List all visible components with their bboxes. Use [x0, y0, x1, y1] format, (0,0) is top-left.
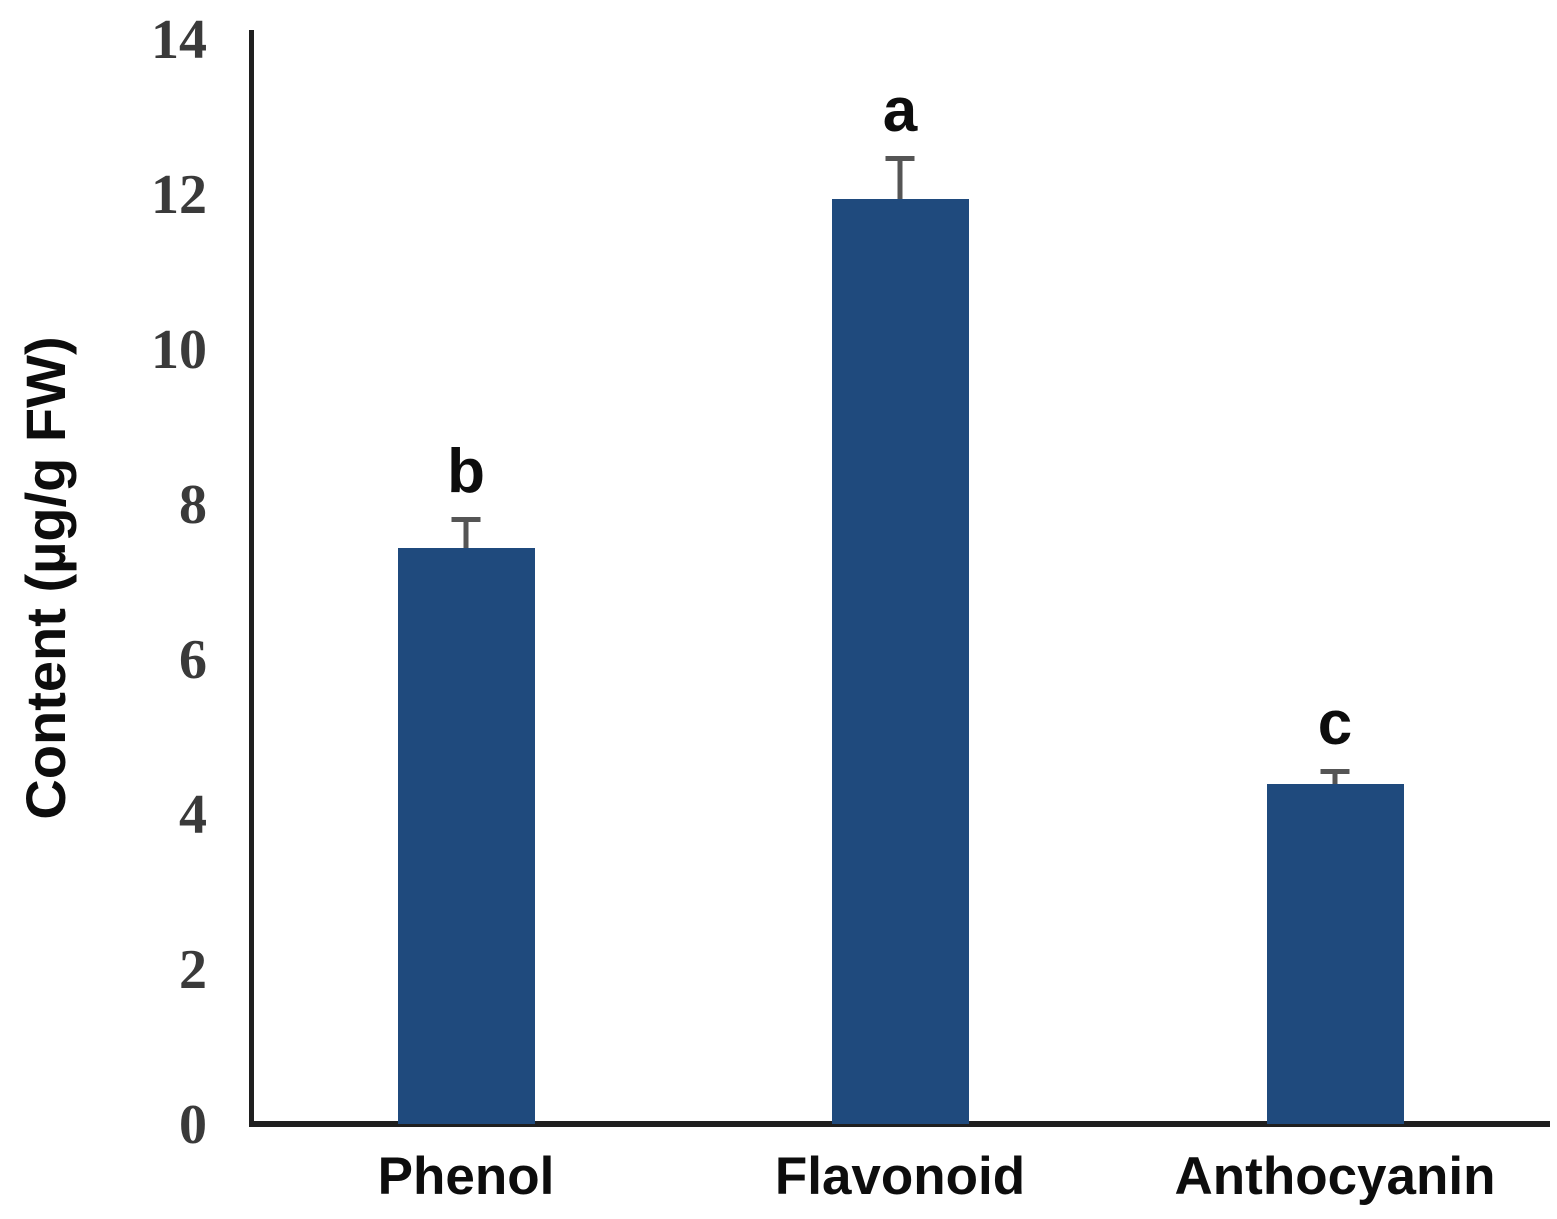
x-category-label-flavonoid: Flavonoid [774, 1147, 1026, 1206]
error-bar-cap-anthocyanin [1320, 768, 1350, 774]
x-category-label-anthocyanin: Anthocyanin [1174, 1147, 1496, 1206]
y-tick-label-14: 14 [151, 9, 207, 71]
significance-letter-a: a [882, 76, 918, 146]
y-tick-label-6: 6 [179, 629, 207, 691]
x-category-label-phenol: Phenol [377, 1147, 555, 1206]
significance-letter-b: b [447, 436, 485, 506]
bar-anthocyanin [1266, 784, 1404, 1124]
y-tick-label-2: 2 [179, 939, 207, 1001]
bar-phenol [397, 547, 535, 1124]
y-tick-label-12: 12 [151, 164, 207, 226]
error-bar-cap-phenol [451, 516, 481, 522]
significance-letter-c: c [1317, 688, 1353, 758]
y-tick-label-8: 8 [179, 474, 207, 536]
y-axis-title: Content (µg/g FW) [14, 336, 77, 820]
y-tick-label-10: 10 [151, 319, 207, 381]
y-tick-label-4: 4 [179, 784, 207, 846]
bar-flavonoid [831, 198, 969, 1124]
y-tick-label-0: 0 [179, 1094, 207, 1156]
error-bar-stem-phenol [463, 516, 469, 548]
error-bar-cap-flavonoid [885, 156, 915, 162]
error-bar-stem-anthocyanin [1332, 768, 1338, 784]
error-bar-stem-flavonoid [897, 156, 903, 199]
x-axis-line [249, 1121, 1550, 1127]
y-axis-line [249, 30, 254, 1127]
